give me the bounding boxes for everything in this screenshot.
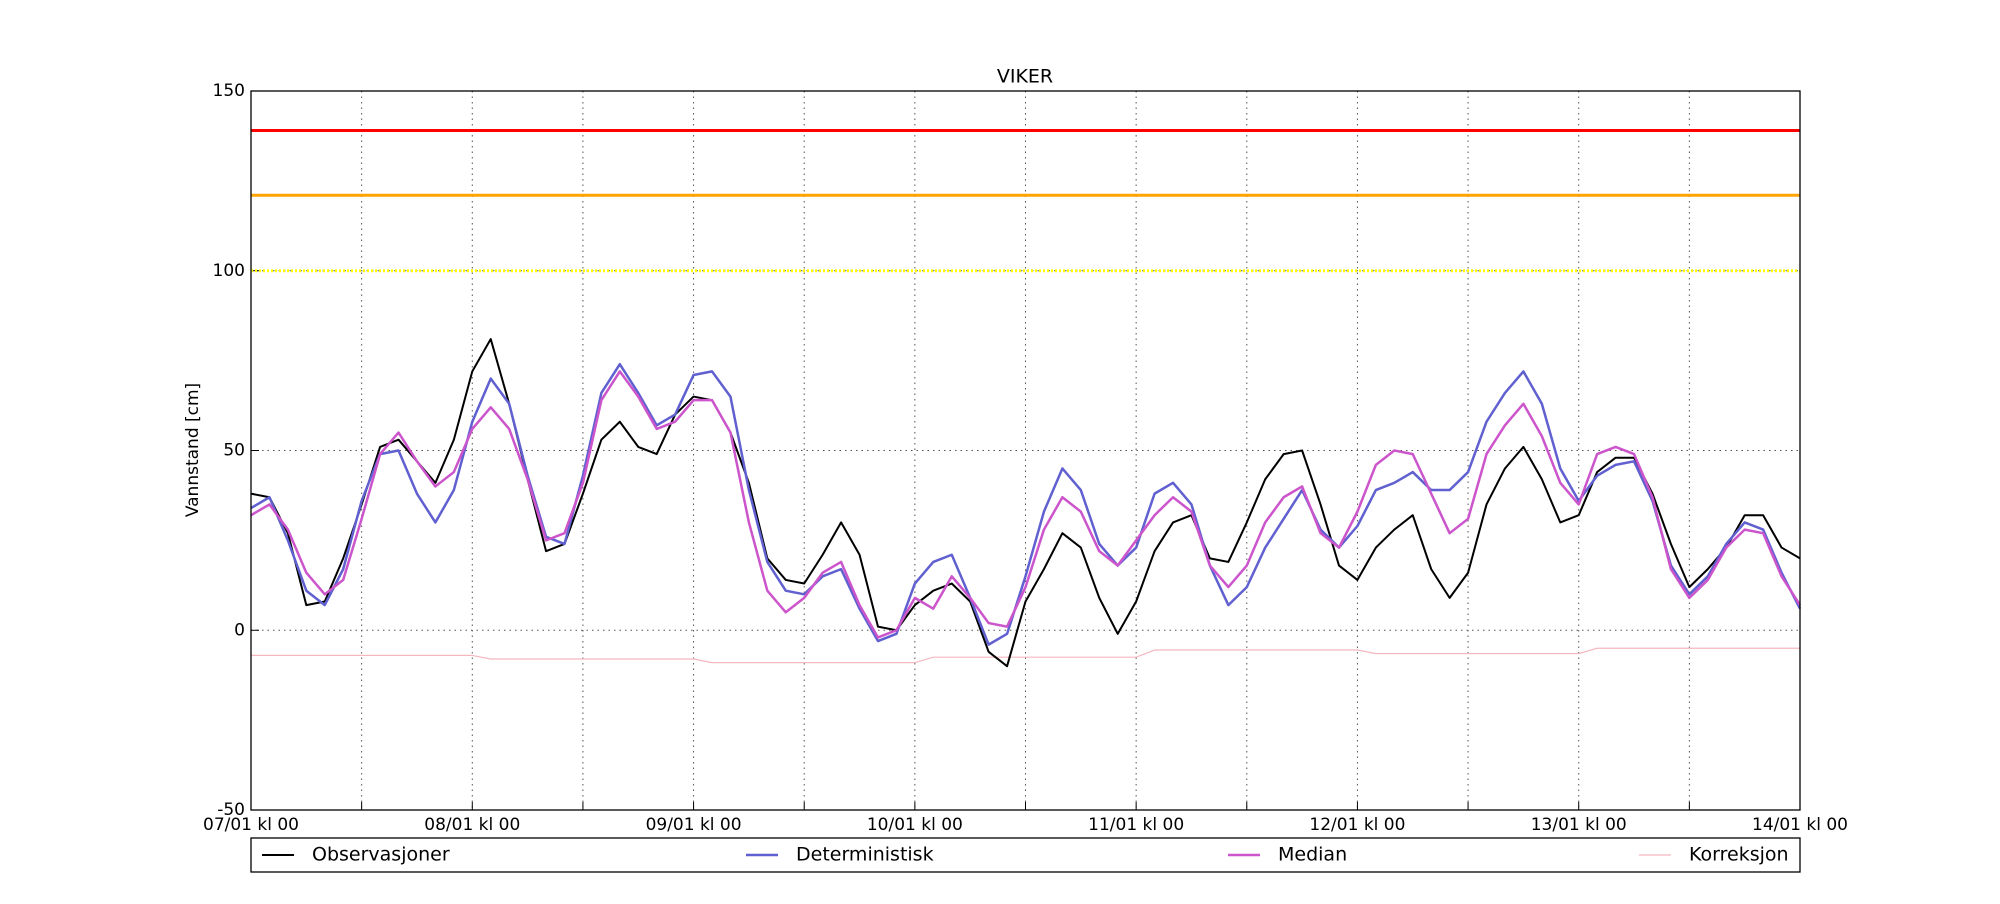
legend-label: Observasjoner — [312, 844, 450, 866]
legend-box — [250, 837, 1801, 873]
plot-area — [250, 90, 1802, 811]
y-tick-label: 100 — [213, 261, 245, 281]
x-tick-label: 12/01 kl 00 — [1309, 815, 1405, 835]
y-tick-label: -50 — [217, 800, 245, 820]
series-line — [250, 362, 1802, 646]
x-tick-label: 09/01 kl 00 — [646, 815, 742, 835]
y-tick-label: 0 — [234, 620, 245, 640]
y-tick-label: 50 — [223, 441, 245, 461]
plot-frame — [250, 90, 1801, 811]
legend-label: Korreksjon — [1689, 844, 1789, 866]
chart-title: VIKER — [997, 66, 1053, 88]
legend: Observasjoner Deterministisk Median Korreks… — [262, 844, 1789, 866]
y-axis-label: Vannstand [cm] — [183, 383, 203, 517]
y-tick-label: 150 — [213, 81, 245, 101]
x-tick-label: 13/01 kl 00 — [1531, 815, 1627, 835]
x-tick-label: 14/01 kl 00 — [1752, 815, 1848, 835]
x-tick-label: 08/01 kl 00 — [424, 815, 520, 835]
x-tick-label: 11/01 kl 00 — [1088, 815, 1184, 835]
x-tick-label: 07/01 kl 00 — [203, 815, 299, 835]
series-line — [250, 370, 1802, 639]
series-line — [251, 647, 1800, 664]
x-tick-label: 10/01 kl 00 — [867, 815, 963, 835]
legend-label: Deterministisk — [796, 844, 934, 866]
legend-label: Median — [1278, 844, 1347, 866]
